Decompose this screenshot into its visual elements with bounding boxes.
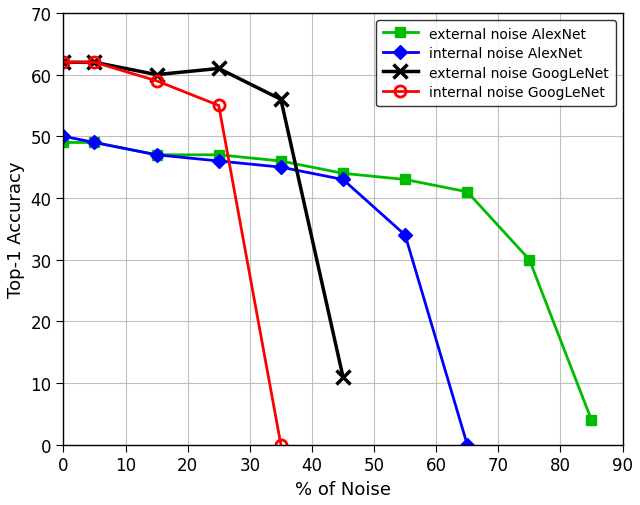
internal noise AlexNet [277, 165, 285, 171]
external noise AlexNet [215, 153, 223, 159]
external noise AlexNet [277, 159, 285, 165]
external noise AlexNet [153, 153, 161, 159]
external noise GoogLeNet [91, 60, 99, 66]
internal noise GoogLeNet [215, 103, 223, 109]
Y-axis label: Top-1 Accuracy: Top-1 Accuracy [7, 161, 25, 297]
external noise AlexNet [588, 417, 595, 423]
internal noise GoogLeNet [277, 442, 285, 448]
external noise AlexNet [60, 140, 67, 146]
external noise AlexNet [463, 189, 471, 195]
internal noise GoogLeNet [153, 79, 161, 85]
Legend: external noise AlexNet, internal noise AlexNet, external noise GoogLeNet, intern: external noise AlexNet, internal noise A… [376, 21, 616, 107]
external noise AlexNet [401, 177, 409, 183]
Line: external noise AlexNet: external noise AlexNet [59, 138, 596, 425]
Line: internal noise AlexNet: internal noise AlexNet [59, 132, 472, 449]
external noise GoogLeNet [277, 97, 285, 103]
external noise GoogLeNet [153, 72, 161, 78]
internal noise AlexNet [463, 442, 471, 448]
external noise AlexNet [525, 257, 533, 263]
internal noise GoogLeNet [91, 60, 99, 66]
external noise GoogLeNet [339, 374, 347, 380]
internal noise AlexNet [215, 159, 223, 165]
internal noise AlexNet [60, 134, 67, 140]
X-axis label: % of Noise: % of Noise [295, 480, 391, 498]
internal noise GoogLeNet [60, 60, 67, 66]
external noise AlexNet [339, 171, 347, 177]
internal noise AlexNet [401, 232, 409, 238]
external noise GoogLeNet [60, 60, 67, 66]
Line: external noise GoogLeNet: external noise GoogLeNet [56, 56, 350, 384]
internal noise AlexNet [153, 153, 161, 159]
external noise GoogLeNet [215, 66, 223, 72]
external noise AlexNet [91, 140, 99, 146]
internal noise AlexNet [339, 177, 347, 183]
Line: internal noise GoogLeNet: internal noise GoogLeNet [58, 58, 287, 450]
internal noise AlexNet [91, 140, 99, 146]
